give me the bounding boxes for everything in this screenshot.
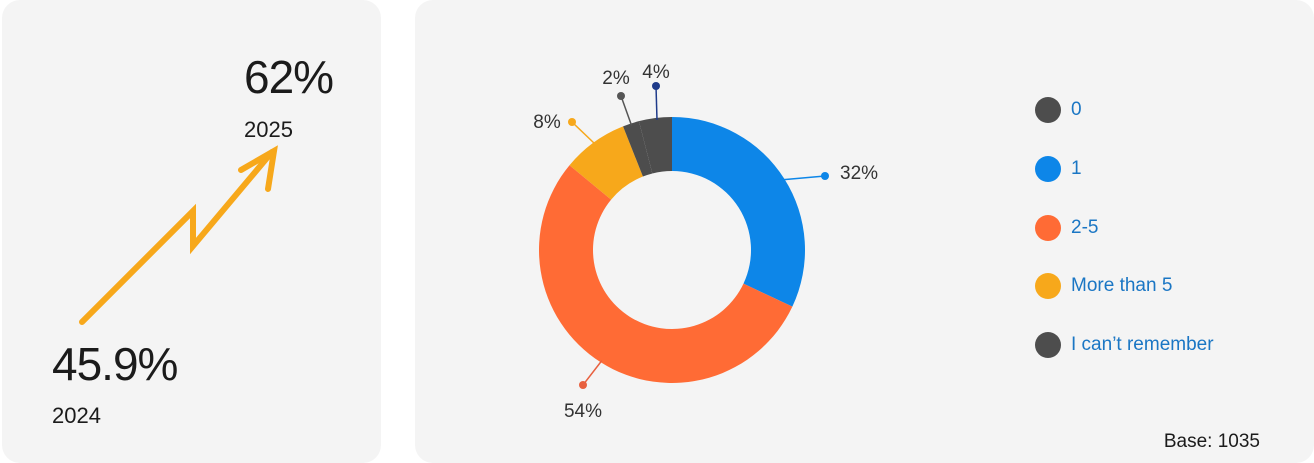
leader-dot-4 xyxy=(652,82,660,90)
legend-label-0: 0 xyxy=(1071,99,1082,120)
data-label-2: 8% xyxy=(533,112,561,133)
leader-dot-0 xyxy=(821,172,829,180)
leader-line-1 xyxy=(582,360,603,386)
donut-slice-more-than-5 xyxy=(569,126,643,200)
label-2025: 2025 xyxy=(244,117,293,142)
legend-label-cant-remember: I can’t remember xyxy=(1071,334,1214,355)
donut-slice-i-can-t-remember xyxy=(623,121,653,177)
leader-dot-2 xyxy=(568,118,576,126)
legend-item-cant-remember: I can’t remember xyxy=(1035,330,1214,360)
legend-item-1: 1 xyxy=(1035,154,1082,184)
leader-dot-1 xyxy=(579,381,587,389)
legend-swatch-cant-remember xyxy=(1035,332,1061,358)
donut-slice-1 xyxy=(672,117,805,307)
donut-slice-0 xyxy=(638,117,672,174)
base-count: Base: 1035 xyxy=(1163,431,1260,452)
legend-item-0: 0 xyxy=(1035,95,1082,125)
legend-swatch-1 xyxy=(1035,156,1061,182)
chart-card: 32% 54% 8% 2% 4% 0 1 2-5 More than 5 I can’t… xyxy=(415,0,1314,463)
legend-item-more-than-5: More than 5 xyxy=(1035,271,1172,301)
data-label-0: 32% xyxy=(840,163,878,184)
value-2025: 62% xyxy=(244,51,334,103)
legend-swatch-more-than-5 xyxy=(1035,273,1061,299)
trend-arrow-icon xyxy=(79,145,278,325)
leader-dot-3 xyxy=(617,92,625,100)
legend-label-more-than-5: More than 5 xyxy=(1071,275,1173,296)
leader-line-0 xyxy=(782,175,826,181)
legend-label-1: 1 xyxy=(1071,158,1082,179)
leader-line-3 xyxy=(620,95,633,126)
data-label-4: 4% xyxy=(642,62,670,83)
donut-slice-2-5 xyxy=(539,165,793,384)
legend-swatch-0 xyxy=(1035,97,1061,123)
legend-swatch-2-5 xyxy=(1035,215,1061,241)
legend-label-2-5: 2-5 xyxy=(1071,217,1099,238)
data-label-3: 2% xyxy=(602,68,630,89)
leader-line-2 xyxy=(571,121,596,145)
value-2024: 45.9% xyxy=(52,338,178,390)
leader-line-4 xyxy=(655,85,658,121)
label-2024: 2024 xyxy=(52,403,101,428)
data-label-1: 54% xyxy=(564,401,602,422)
donut-chart: 32% 54% 8% 2% 4% xyxy=(533,62,878,422)
trend-card: 62% 2025 45.9% 2024 xyxy=(2,0,381,463)
legend-item-2-5: 2-5 xyxy=(1035,213,1098,243)
